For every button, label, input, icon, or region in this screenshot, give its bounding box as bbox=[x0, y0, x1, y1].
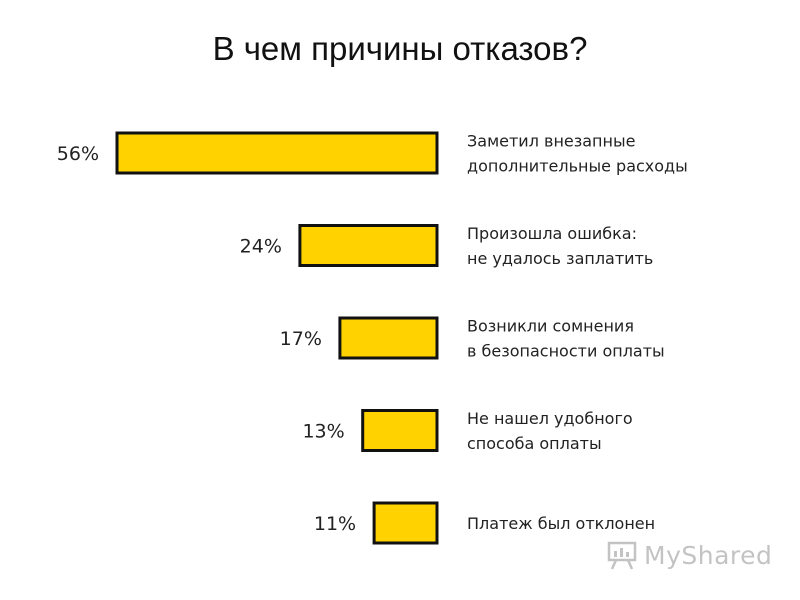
category-label-1-line-1: Заметил внезапные bbox=[467, 132, 635, 151]
watermark-text: MyShared bbox=[644, 540, 773, 570]
bar-4 bbox=[361, 409, 439, 452]
bar-1 bbox=[115, 131, 439, 175]
value-label-5: 11% bbox=[314, 513, 356, 535]
watermark: MyShared bbox=[606, 537, 772, 573]
category-label-3-line-1: Возникли сомнения bbox=[467, 317, 634, 336]
category-label-2-line-2: не удалось заплатить bbox=[467, 249, 653, 268]
category-label-4-line-2: способа оплаты bbox=[467, 434, 602, 453]
bar-5 bbox=[372, 501, 439, 545]
value-label-2: 24% bbox=[240, 236, 282, 258]
value-label-4: 13% bbox=[302, 421, 344, 443]
category-label-3-line-2: в безопасности оплаты bbox=[467, 342, 665, 361]
bar-2 bbox=[298, 224, 439, 267]
bar-3 bbox=[338, 316, 439, 360]
value-label-1: 56% bbox=[57, 143, 99, 165]
category-label-2-line-1: Произошла ошибка: bbox=[467, 224, 637, 243]
category-label-1-line-2: дополнительные расходы bbox=[467, 157, 688, 176]
presentation-board-icon bbox=[607, 541, 637, 570]
chart-title: В чем причины отказов? bbox=[212, 30, 588, 67]
category-label-4-line-1: Не нашел удобного bbox=[467, 409, 633, 428]
value-label-3: 17% bbox=[280, 328, 322, 350]
category-label-5-line-1: Платеж был отклонен bbox=[467, 514, 655, 533]
